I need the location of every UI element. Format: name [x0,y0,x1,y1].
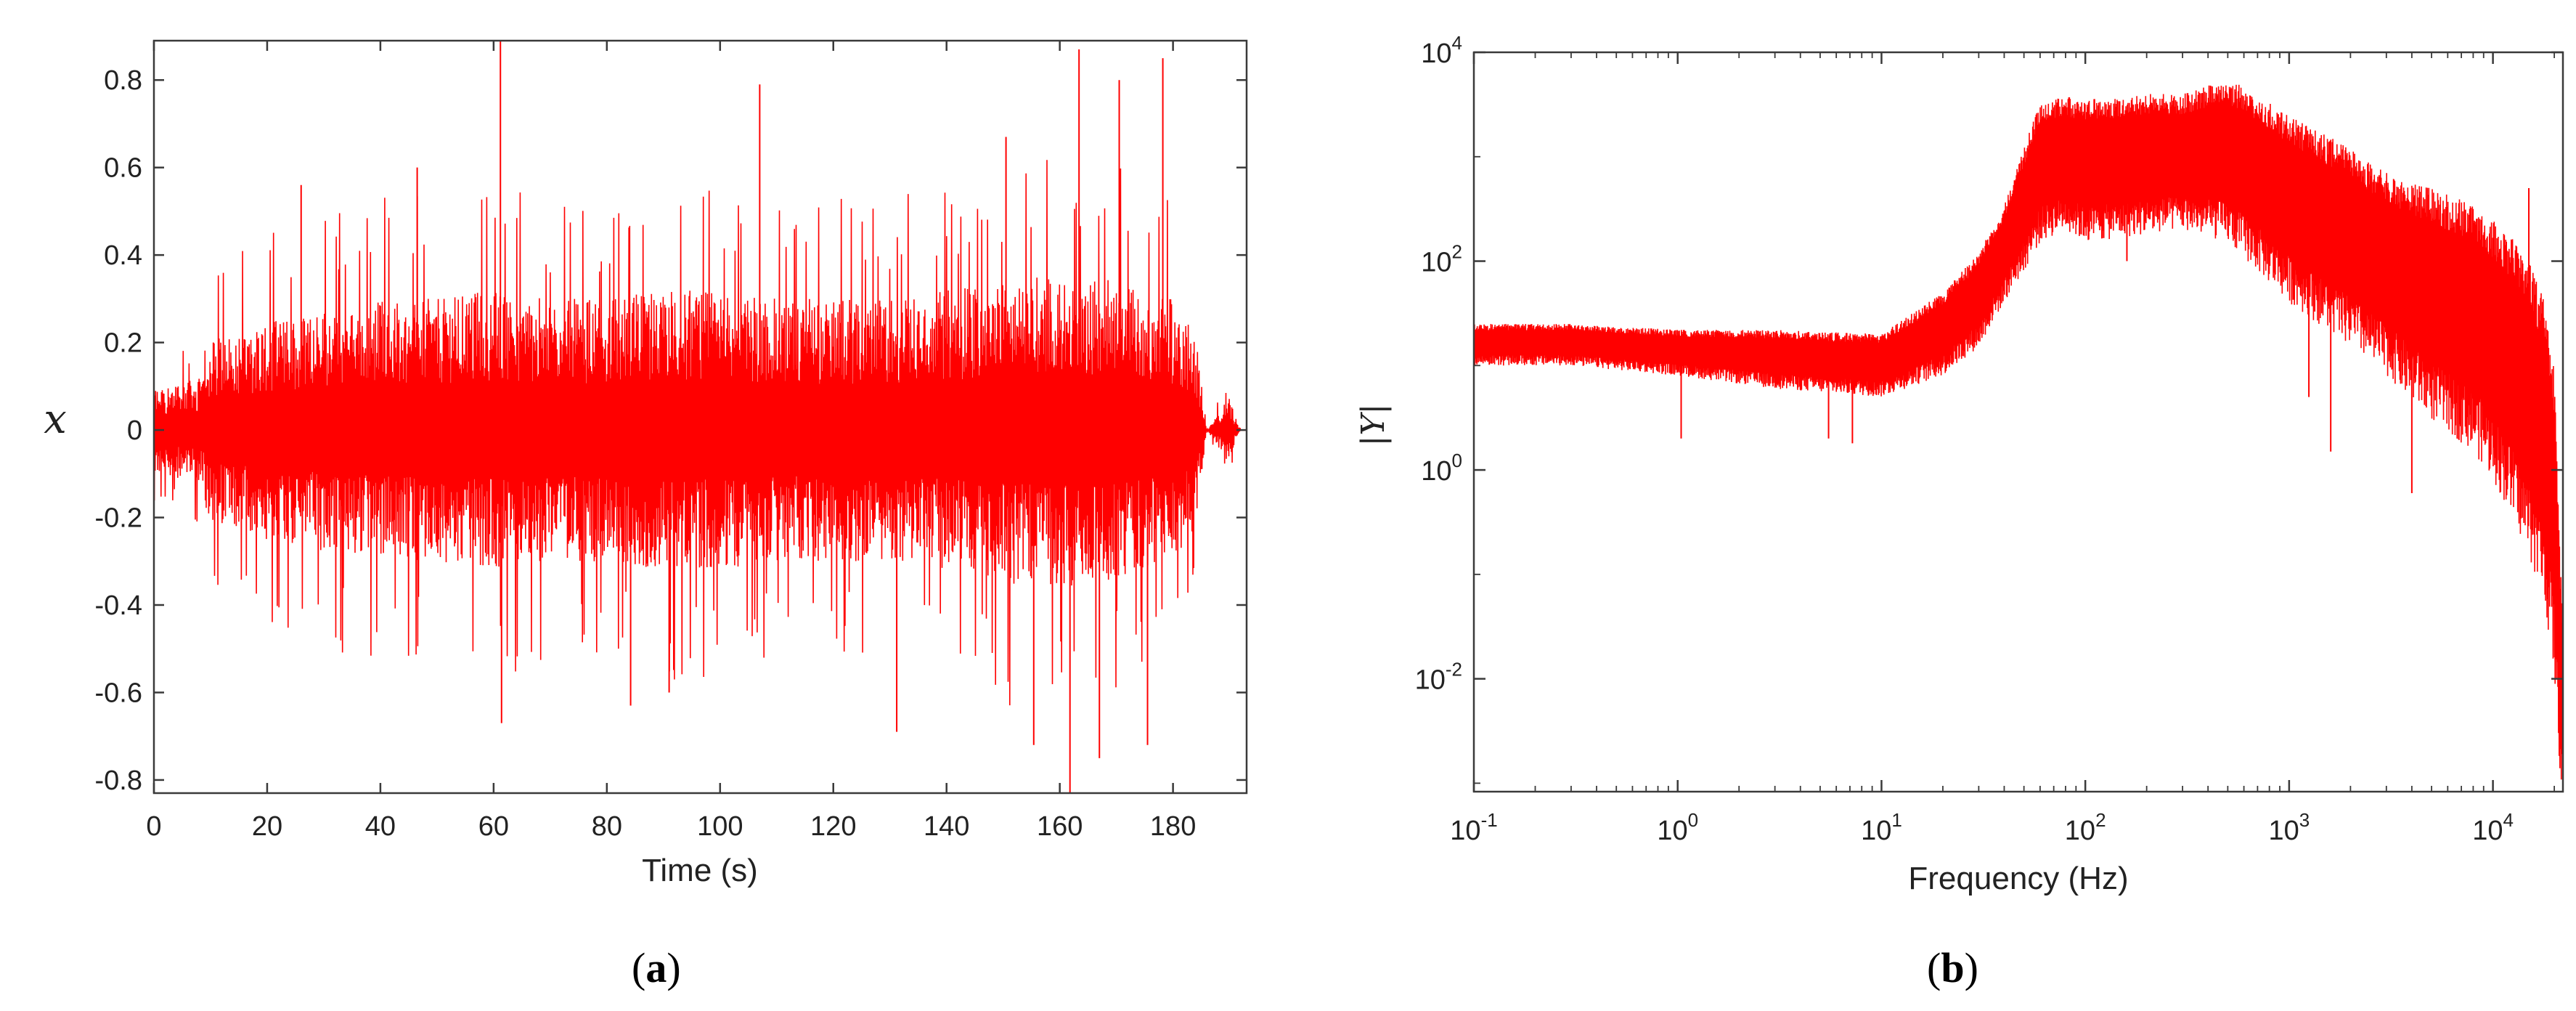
y-tick-label-b: 104 [1421,32,1462,69]
x-tick-label-b: 104 [2472,809,2514,846]
y-axis-title-b: |Y| [1355,404,1392,447]
y-axis-b: 10-2 100 102 104 [1415,32,2563,784]
frequency-domain-plot: 10-1 100 101 102 103 104 10-2 100 102 104 Freque… [1355,32,2564,991]
y-tick-label-a: 0 [127,415,142,446]
y-tick-label-a: -0.8 [95,766,142,796]
spectrum-line [1473,84,2564,780]
x-tick-label-b: 10-1 [1450,809,1497,846]
x-tick-label-a: 60 [478,811,509,842]
x-tick-label-a: 140 [924,811,969,842]
y-tick-label-a: -0.6 [95,678,142,708]
x-tick-label-a: 160 [1037,811,1083,842]
y-axis-a: -0.8 -0.6 -0.4 -0.2 0 0.2 0.4 0.6 0.8 [95,65,1247,796]
x-tick-label-a: 20 [252,811,282,842]
x-tick-label-a: 40 [365,811,396,842]
x-tick-label-a: 0 [146,811,161,842]
y-tick-label-b: 102 [1421,241,1462,278]
x-axis-b: 10-1 100 101 102 103 104 [1450,52,2556,846]
x-tick-label-b: 102 [2065,809,2106,846]
time-signal-series [153,41,1247,793]
y-tick-label-a: -0.4 [95,590,142,621]
x-tick-label-a: 80 [592,811,622,842]
x-axis-title-a: Time (s) [642,853,758,888]
time-signal-line [153,160,1242,706]
y-axis-title-a: x [44,396,67,443]
y-tick-label-a: 0.6 [104,153,142,184]
y-tick-label-a: 0.2 [104,328,142,359]
panel-label-b: (b) [1927,944,1978,991]
x-tick-label-a: 120 [810,811,856,842]
y-tick-label-a: -0.2 [95,503,142,534]
y-tick-label-a: 0.4 [104,240,142,271]
panel-label-a: (a) [632,944,681,991]
plot-frame-b [1472,51,2564,793]
x-tick-label-b: 103 [2269,809,2310,846]
y-tick-label-b: 100 [1421,450,1462,487]
x-tick-label-b: 101 [1861,809,1902,846]
y-tick-label-a: 0.8 [104,65,142,96]
y-tick-label-b: 10-2 [1415,659,1462,696]
x-axis-title-b: Frequency (Hz) [1908,861,2128,896]
x-tick-label-b: 100 [1657,809,1698,846]
plot-frame-a [152,39,1248,795]
spectrum-series [1473,84,2564,780]
x-tick-label-a: 100 [697,811,743,842]
time-domain-plot: 0 20 40 60 80 100 120 140 160 180 -0.8-0.6-0.4-0.… [44,39,1248,991]
x-axis-a: 0 20 40 60 80 100 120 140 160 180 [146,41,1196,842]
x-tick-label-a: 180 [1150,811,1196,842]
